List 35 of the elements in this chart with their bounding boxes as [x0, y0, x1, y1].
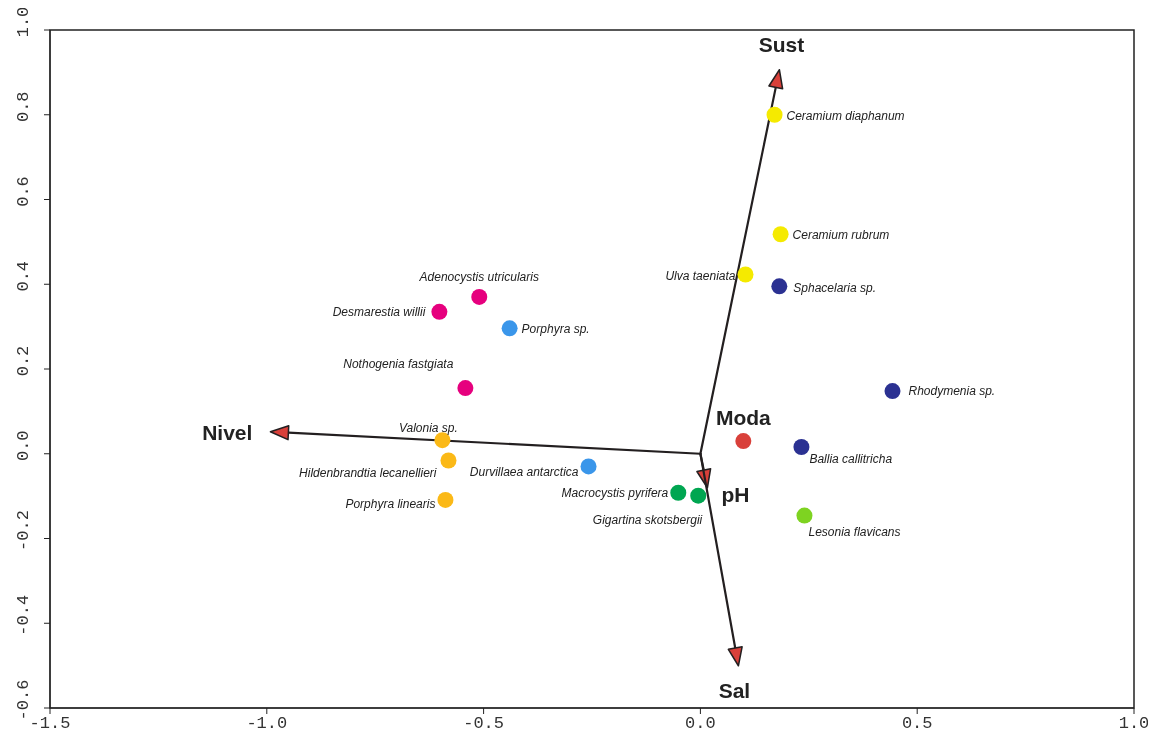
series-label: Porphyra sp. [521, 322, 590, 337]
series-label: Hildenbrandtia lecanellieri [299, 465, 437, 480]
series-label: Ceramium rubrum [792, 228, 890, 243]
y-tick-label: 1.0 [14, 6, 33, 38]
series-label: Ceramium diaphanum [786, 108, 905, 123]
x-tick-label: 1.0 [1118, 714, 1150, 734]
series-label: Porphyra linearis [345, 496, 436, 511]
series-label: Ulva taeniata [665, 268, 736, 283]
y-tick-label: 0.8 [14, 91, 33, 123]
annotation: Nivel [202, 420, 253, 444]
y-tick-label: -0.4 [14, 594, 33, 636]
annotation: Sal [718, 678, 751, 702]
series-label: Sphacelaria sp. [793, 281, 877, 296]
annotation: pH [721, 482, 750, 506]
series-label: Adenocystis utricularis [418, 269, 539, 284]
series-label: Lesonia flavicans [808, 524, 901, 539]
series-label: Nothogenia fastgiata [343, 357, 454, 372]
x-tick-label: -1.0 [246, 714, 288, 734]
series-label: Durvillaea antarctica [469, 465, 579, 480]
series-label: Gigartina skotsbergii [592, 512, 703, 527]
x-tick-label: -0.5 [463, 714, 505, 734]
series-label: Rhodymenia sp. [908, 384, 996, 399]
y-tick-label: 0.0 [14, 430, 33, 462]
series-label: Ballia callitricha [809, 451, 893, 466]
x-tick-label: 0.0 [685, 714, 716, 734]
series-label: Desmarestia willii [332, 304, 426, 319]
y-tick-label: -0.2 [14, 510, 33, 551]
y-tick-label: 0.6 [14, 176, 33, 207]
series-label: Moda [715, 406, 772, 430]
x-tick-label: 0.5 [901, 714, 933, 734]
series-label: Macrocystis pyrifera [561, 485, 669, 500]
series-label: Valonia sp. [398, 421, 458, 436]
y-tick-label: 0.2 [14, 345, 33, 377]
y-tick-label: 0.4 [14, 260, 33, 292]
annotation: Sust [758, 32, 805, 56]
